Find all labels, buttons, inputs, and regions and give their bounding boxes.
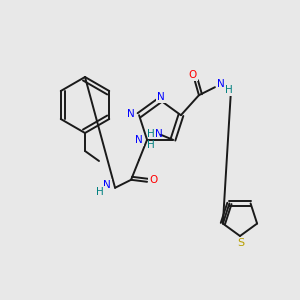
Text: H: H <box>147 129 155 139</box>
Text: N: N <box>103 180 111 190</box>
Text: S: S <box>237 238 244 248</box>
Text: N: N <box>135 135 143 145</box>
Text: N: N <box>157 92 165 102</box>
Text: N: N <box>217 79 225 89</box>
Text: H: H <box>96 187 104 197</box>
Text: O: O <box>189 70 197 80</box>
Text: N: N <box>127 109 135 119</box>
Text: H: H <box>225 85 233 95</box>
Text: N: N <box>155 129 163 139</box>
Text: O: O <box>149 175 157 185</box>
Text: H: H <box>147 140 155 150</box>
